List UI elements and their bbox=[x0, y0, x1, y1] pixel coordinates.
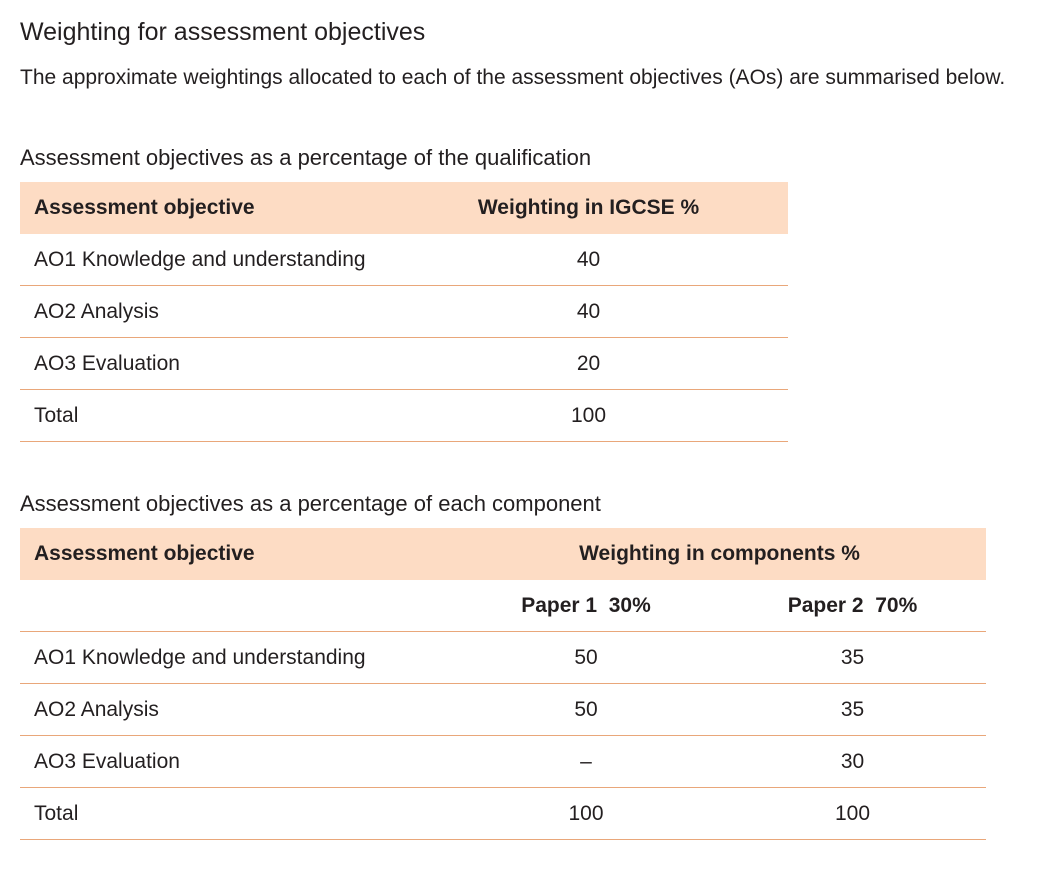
objective-cell: AO3 Evaluation bbox=[20, 735, 453, 788]
objective-cell: AO1 Knowledge and understanding bbox=[20, 631, 453, 684]
table-row-total: Total 100 100 bbox=[20, 787, 986, 840]
paper-2-cell: 30 bbox=[719, 735, 986, 788]
component-weighting-table: Assessment objective Weighting in compon… bbox=[20, 528, 986, 840]
column-header-weighting: Weighting in IGCSE % bbox=[389, 182, 788, 234]
paper-2-cell: 100 bbox=[719, 787, 986, 840]
table-row: AO3 Evaluation 20 bbox=[20, 337, 788, 390]
column-header-objective: Assessment objective bbox=[20, 182, 389, 234]
page-title: Weighting for assessment objectives bbox=[20, 18, 426, 46]
table-row: AO1 Knowledge and understanding 40 bbox=[20, 234, 788, 286]
qualification-weighting-table: Assessment objective Weighting in IGCSE … bbox=[20, 182, 788, 442]
objective-cell: Total bbox=[20, 389, 389, 442]
objective-cell: AO1 Knowledge and understanding bbox=[20, 234, 389, 286]
table-row: AO1 Knowledge and understanding 50 35 bbox=[20, 631, 986, 684]
component-table-caption: Assessment objectives as a percentage of… bbox=[20, 491, 601, 516]
objective-cell: AO2 Analysis bbox=[20, 285, 389, 338]
weighting-cell: 100 bbox=[389, 389, 788, 442]
sub-header-row: Paper 1 30% Paper 2 70% bbox=[20, 580, 986, 632]
table-row: AO2 Analysis 50 35 bbox=[20, 683, 986, 736]
table-header-row: Assessment objective Weighting in IGCSE … bbox=[20, 182, 788, 234]
weighting-cell: 40 bbox=[389, 234, 788, 286]
objective-cell: Total bbox=[20, 787, 453, 840]
objective-cell: AO3 Evaluation bbox=[20, 337, 389, 390]
intro-text: The approximate weightings allocated to … bbox=[20, 66, 1006, 89]
qualification-table-caption: Assessment objectives as a percentage of… bbox=[20, 145, 592, 170]
objective-cell: AO2 Analysis bbox=[20, 683, 453, 736]
empty-cell bbox=[20, 580, 453, 632]
table-row-total: Total 100 bbox=[20, 389, 788, 442]
weighting-cell: 40 bbox=[389, 285, 788, 338]
paper-1-cell: – bbox=[453, 735, 719, 788]
weighting-cell: 20 bbox=[389, 337, 788, 390]
sub-header-paper-1: Paper 1 30% bbox=[453, 580, 719, 632]
column-header-objective: Assessment objective bbox=[20, 528, 453, 580]
table-row: AO3 Evaluation – 30 bbox=[20, 735, 986, 788]
paper-2-cell: 35 bbox=[719, 683, 986, 736]
paper-1-cell: 50 bbox=[453, 631, 719, 684]
paper-1-cell: 100 bbox=[453, 787, 719, 840]
table-row: AO2 Analysis 40 bbox=[20, 285, 788, 338]
paper-2-cell: 35 bbox=[719, 631, 986, 684]
column-header-weighting-components: Weighting in components % bbox=[453, 528, 986, 580]
paper-1-cell: 50 bbox=[453, 683, 719, 736]
sub-header-paper-2: Paper 2 70% bbox=[719, 580, 986, 632]
table-header-row: Assessment objective Weighting in compon… bbox=[20, 528, 986, 580]
